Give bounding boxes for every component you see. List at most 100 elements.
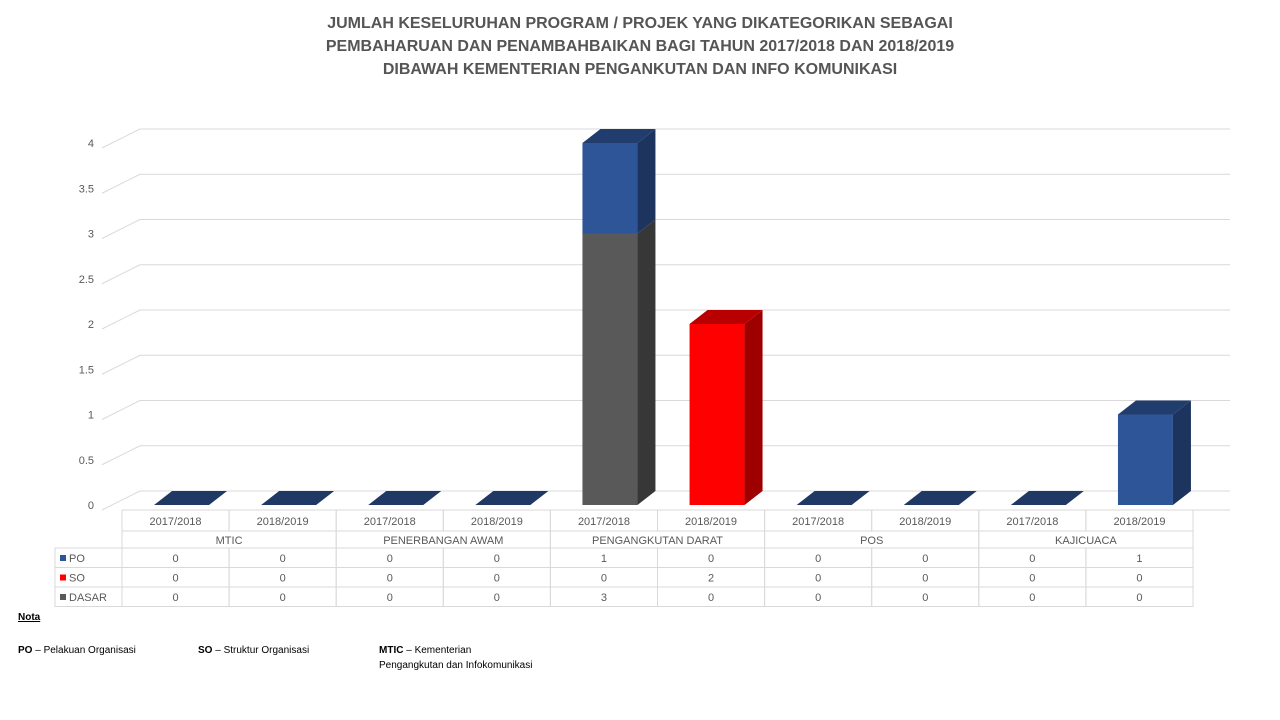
y-tick-label: 3.5 bbox=[79, 183, 94, 195]
data-value-label: 0 bbox=[601, 573, 607, 585]
data-value-label: 0 bbox=[387, 573, 393, 585]
x-group-label: PENERBANGAN AWAM bbox=[383, 535, 503, 547]
bar-top bbox=[796, 491, 870, 505]
bar-side-so bbox=[744, 310, 763, 505]
data-value-label: 0 bbox=[1136, 573, 1142, 585]
data-value-label: 0 bbox=[1029, 592, 1035, 604]
y-tick-label: 2.5 bbox=[79, 274, 94, 286]
bar-so bbox=[689, 324, 745, 505]
x-category-label: 2017/2018 bbox=[364, 516, 416, 528]
x-group-label: MTIC bbox=[216, 535, 243, 547]
bar-top bbox=[903, 491, 977, 505]
note-mtic-abbr: MTIC bbox=[379, 645, 404, 656]
x-group-label: PENGANGKUTAN DARAT bbox=[592, 535, 723, 547]
bar-side-po bbox=[637, 129, 656, 234]
gridline-side bbox=[101, 128, 141, 149]
data-value-label: 0 bbox=[280, 553, 286, 565]
data-value-label: 0 bbox=[387, 592, 393, 604]
data-value-label: 0 bbox=[280, 573, 286, 585]
x-category-label: 2017/2018 bbox=[578, 516, 630, 528]
legend-swatch-po bbox=[60, 555, 66, 561]
legend-swatch-so bbox=[60, 574, 66, 581]
bar-top bbox=[1010, 491, 1084, 505]
x-group-label: POS bbox=[860, 535, 883, 547]
x-category-label: 2018/2019 bbox=[685, 516, 737, 528]
bar-top bbox=[261, 491, 335, 505]
chart-title-line-2: PEMBAHARUAN DAN PENAMBAHBAIKAN BAGI TAHU… bbox=[325, 38, 955, 55]
data-value-label: 0 bbox=[494, 592, 500, 604]
y-tick-label: 0.5 bbox=[79, 455, 94, 467]
note-so-abbr: SO bbox=[198, 645, 213, 656]
notes-heading: Nota bbox=[18, 612, 41, 623]
legend-label-po: PO bbox=[69, 553, 85, 565]
data-value-label: 0 bbox=[922, 573, 928, 585]
chart-title: JUMLAH KESELURUHAN PROGRAM / PROJEK YANG… bbox=[0, 12, 1280, 81]
chart-title-line-1: JUMLAH KESELURUHAN PROGRAM / PROJEK YANG… bbox=[327, 15, 953, 32]
y-tick-label: 0 bbox=[88, 500, 94, 512]
data-value-label: 1 bbox=[601, 553, 607, 565]
gridline-side bbox=[101, 309, 141, 330]
data-value-label: 0 bbox=[494, 553, 500, 565]
bar-top bbox=[1117, 400, 1191, 415]
x-category-label: 2018/2019 bbox=[1113, 516, 1165, 528]
y-tick-label: 1.5 bbox=[79, 364, 94, 376]
data-value-label: 0 bbox=[1029, 573, 1035, 585]
bar-side-po bbox=[1172, 400, 1191, 505]
note-mtic-text-2: Pengangkutan dan Infokomunikasi bbox=[379, 660, 533, 671]
bar-dasar bbox=[582, 233, 638, 505]
bar-top bbox=[368, 491, 442, 505]
bar-top bbox=[689, 310, 763, 324]
data-value-label: 0 bbox=[172, 553, 178, 565]
y-tick-label: 1 bbox=[88, 410, 94, 422]
data-value-label: 0 bbox=[1136, 592, 1142, 604]
chart-title-line-3: DIBAWAH KEMENTERIAN PENGANKUTAN DAN INFO… bbox=[382, 61, 898, 78]
gridline-side bbox=[101, 354, 141, 375]
data-value-label: 3 bbox=[601, 592, 607, 604]
legend-swatch-dasar bbox=[60, 594, 66, 600]
note-so: SO – Struktur Organisasi bbox=[198, 643, 309, 658]
x-category-label: 2017/2018 bbox=[792, 516, 844, 528]
data-value-label: 0 bbox=[815, 592, 821, 604]
table-cell bbox=[1085, 586, 1194, 607]
bar-po bbox=[582, 143, 638, 234]
gridline-side bbox=[101, 400, 141, 420]
data-value-label: 0 bbox=[922, 553, 928, 565]
note-mtic-text-1: – Kementerian bbox=[406, 645, 472, 656]
data-value-label: 0 bbox=[172, 592, 178, 604]
gridline-side bbox=[101, 264, 141, 285]
y-tick-label: 4 bbox=[88, 138, 94, 150]
note-po-text: – Pelakuan Organisasi bbox=[35, 645, 136, 656]
y-tick-label: 2 bbox=[88, 319, 94, 331]
data-value-label: 0 bbox=[708, 592, 714, 604]
data-value-label: 2 bbox=[708, 573, 714, 585]
gridline-side bbox=[101, 219, 141, 239]
data-value-label: 1 bbox=[1136, 553, 1142, 565]
x-category-label: 2017/2018 bbox=[1006, 516, 1058, 528]
x-category-label: 2018/2019 bbox=[257, 516, 309, 528]
legend-label-dasar: DASAR bbox=[69, 592, 107, 604]
data-value-label: 0 bbox=[815, 573, 821, 585]
bar-side-dasar bbox=[637, 219, 656, 505]
note-mtic: MTIC – Kementerian Pengangkutan dan Info… bbox=[379, 643, 532, 673]
data-value-label: 0 bbox=[494, 573, 500, 585]
data-table: 2017/2018 2018/2019 2017/2018 2018/2019 2017… bbox=[54, 509, 1194, 607]
data-value-label: 0 bbox=[280, 592, 286, 604]
gridline-side bbox=[101, 490, 141, 511]
data-value-label: 0 bbox=[815, 553, 821, 565]
data-value-label: 0 bbox=[387, 553, 393, 565]
note-so-text: – Struktur Organisasi bbox=[215, 645, 310, 656]
x-category-label: 2017/2018 bbox=[150, 516, 202, 528]
grid-layer bbox=[101, 128, 1230, 511]
data-value-label: 0 bbox=[922, 592, 928, 604]
data-value-label: 0 bbox=[708, 553, 714, 565]
x-category-label: 2018/2019 bbox=[899, 516, 951, 528]
data-value-label: 0 bbox=[172, 573, 178, 585]
y-axis: 0 0.5 1 1.5 2 2.5 3 3.5 4 bbox=[79, 138, 94, 512]
x-group-label: KAJICUACA bbox=[1055, 535, 1117, 547]
bar-po bbox=[1117, 414, 1173, 505]
bar-top bbox=[154, 491, 228, 505]
gridline-side bbox=[101, 173, 141, 194]
bar-top bbox=[582, 129, 656, 143]
y-tick-label: 3 bbox=[88, 229, 94, 241]
